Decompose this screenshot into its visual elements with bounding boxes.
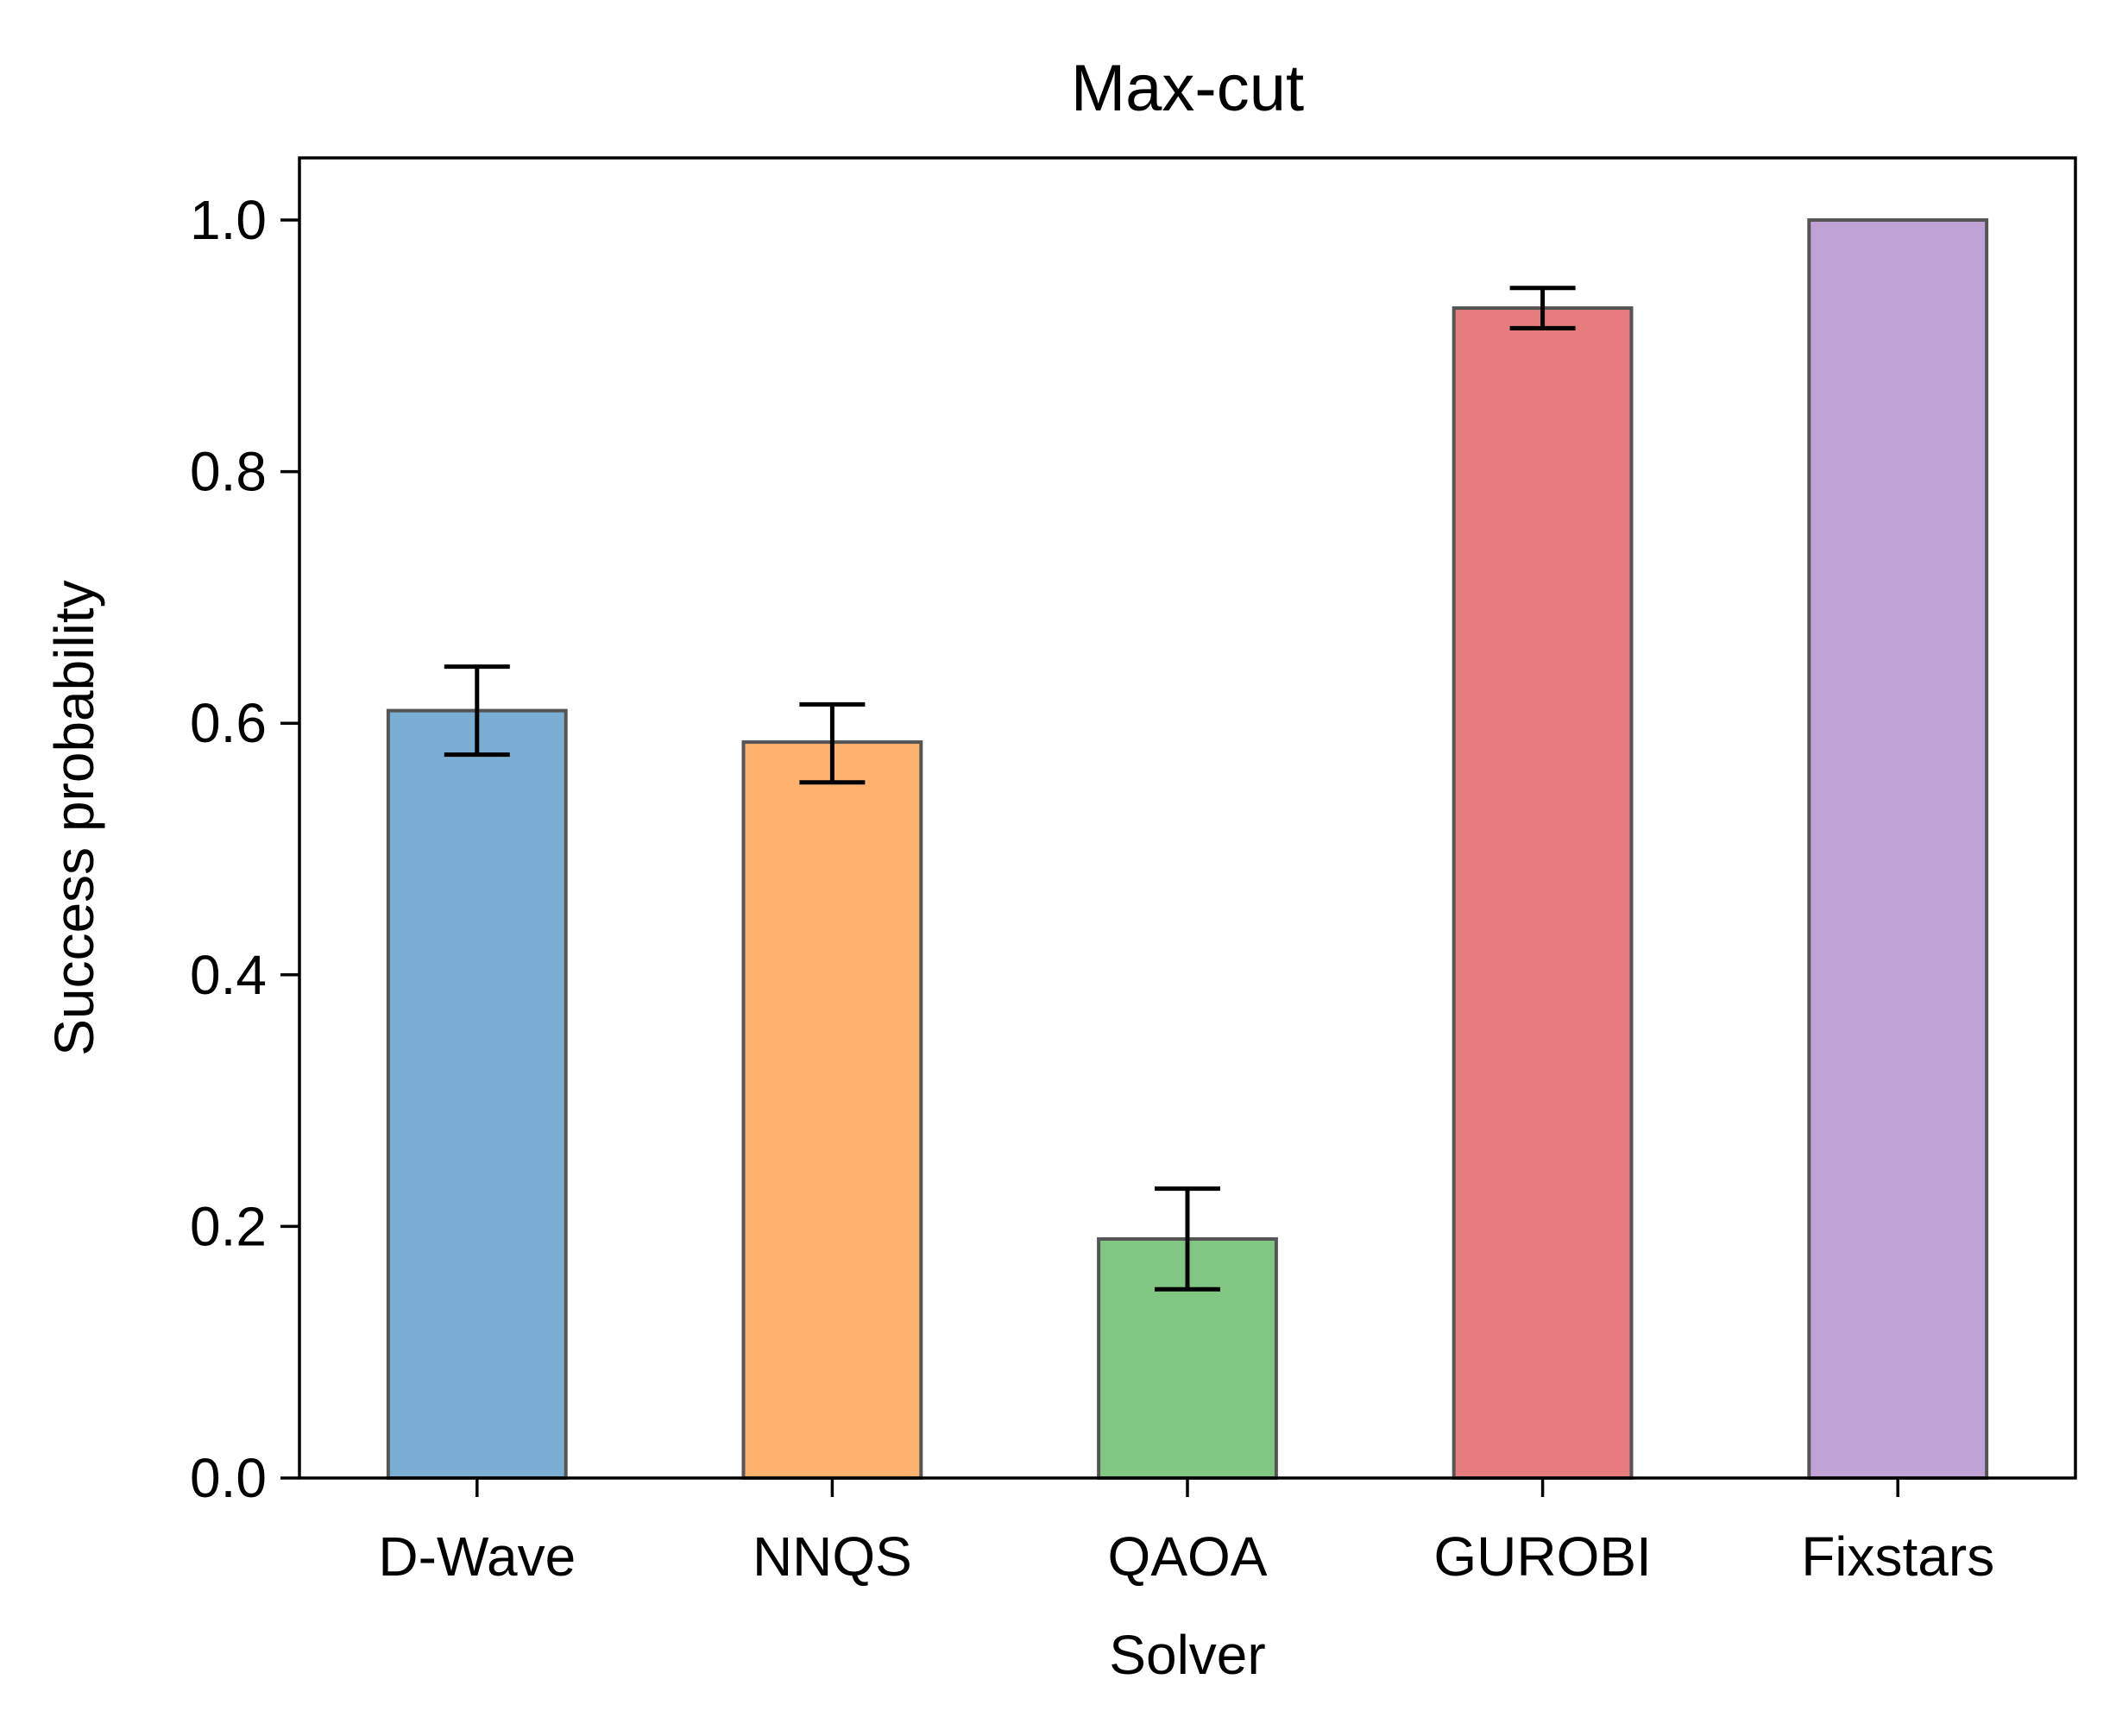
- bar-gurobi: [1452, 306, 1634, 1480]
- bars-group: [386, 218, 1989, 1480]
- chart-title: Max-cut: [1071, 52, 1304, 125]
- y-axis: 0.0 0.2 0.4 0.6 0.8 1.0: [190, 189, 299, 1509]
- x-tick-label: D-Wave: [378, 1525, 576, 1588]
- error-bars-group: [444, 286, 1576, 1292]
- error-bar: [1155, 1186, 1220, 1292]
- x-tick-label: GUROBI: [1433, 1525, 1651, 1588]
- bar-d-wave: [386, 708, 568, 1480]
- x-axis: D-Wave NNQS QAOA GUROBI Fixstars: [378, 1478, 1994, 1588]
- x-tick-label: Fixstars: [1801, 1525, 1994, 1588]
- x-tick-label: QAOA: [1108, 1525, 1268, 1588]
- bar-fixstars: [1807, 218, 1989, 1480]
- y-tick-label: 0.4: [190, 944, 267, 1006]
- y-tick-label: 1.0: [190, 189, 267, 251]
- y-tick-label: 0.6: [190, 692, 267, 754]
- x-tick-label: NNQS: [753, 1525, 912, 1588]
- error-bar: [799, 701, 866, 785]
- y-tick-label: 0.8: [190, 441, 267, 503]
- error-bar: [444, 664, 510, 758]
- bar-nnqs: [741, 740, 923, 1480]
- x-axis-label: Solver: [1109, 1624, 1265, 1686]
- y-tick-label: 0.0: [190, 1447, 267, 1509]
- y-axis-label: Success probability: [43, 580, 105, 1055]
- y-tick-label: 0.2: [190, 1195, 267, 1257]
- error-bar: [1509, 286, 1576, 330]
- plot-frame: [298, 156, 2077, 1480]
